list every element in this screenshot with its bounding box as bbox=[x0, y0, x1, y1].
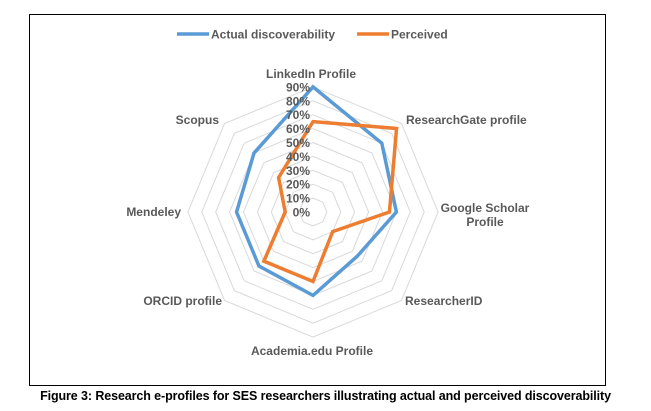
tick-label: 90% bbox=[286, 80, 310, 94]
tick-label: 50% bbox=[286, 136, 310, 150]
grid-ring bbox=[201, 100, 425, 324]
grid-ring bbox=[256, 155, 370, 269]
tick-label: 30% bbox=[286, 164, 310, 178]
grid-ring bbox=[298, 197, 328, 227]
category-label: Mendeley bbox=[126, 205, 181, 219]
tick-label: 10% bbox=[286, 192, 310, 206]
category-label: ORCID profile bbox=[143, 294, 222, 308]
legend: Actual discoverability Perceived bbox=[177, 28, 448, 42]
category-label: ResearchGate profile bbox=[406, 113, 527, 127]
series-layer bbox=[234, 84, 399, 298]
grid-ring bbox=[270, 169, 356, 255]
tick-label: 80% bbox=[286, 94, 310, 108]
legend-label-perceived: Perceived bbox=[391, 28, 448, 42]
tick-label: 0% bbox=[293, 206, 311, 220]
tick-label: 60% bbox=[286, 122, 310, 136]
figure-caption: Figure 3: Research e-profiles for SES re… bbox=[40, 389, 611, 403]
tick-label: 70% bbox=[286, 108, 310, 122]
category-label: Profile bbox=[466, 215, 504, 229]
grid-ring bbox=[284, 183, 342, 241]
legend-label-actual: Actual discoverability bbox=[211, 28, 335, 42]
category-label: Academia.edu Profile bbox=[251, 344, 373, 358]
tick-layer: 0%10%20%30%40%50%60%70%80%90% bbox=[286, 80, 310, 219]
tick-label: 40% bbox=[286, 150, 310, 164]
category-label: ResearcherID bbox=[405, 294, 483, 308]
series-line-actual bbox=[234, 84, 399, 298]
category-label: Scopus bbox=[176, 113, 220, 127]
grid-ring bbox=[215, 114, 411, 310]
category-label: Google Scholar bbox=[441, 201, 530, 215]
category-label: LinkedIn Profile bbox=[266, 67, 356, 81]
grid-ring bbox=[187, 86, 439, 338]
category-label-layer: LinkedIn Profile ResearchGate profile Goog… bbox=[126, 67, 529, 358]
tick-label: 20% bbox=[286, 178, 310, 192]
series-line-perceived bbox=[261, 119, 399, 284]
